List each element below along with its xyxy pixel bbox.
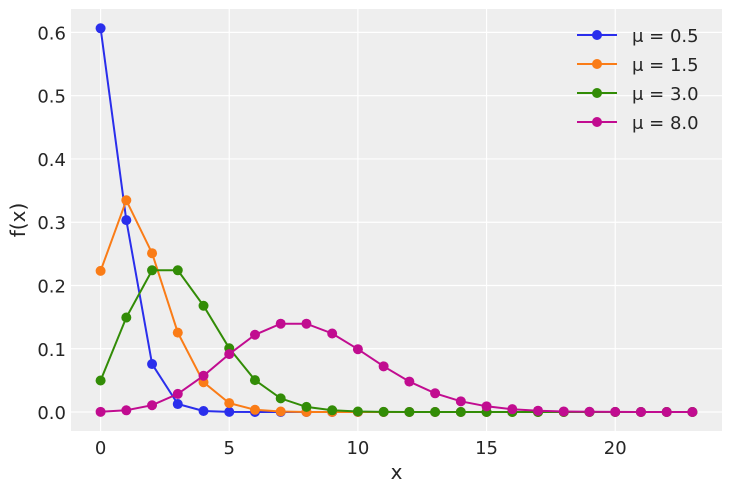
data-point-marker <box>455 407 466 418</box>
data-point-marker <box>147 265 158 276</box>
data-point-marker <box>172 327 183 338</box>
data-point-marker <box>224 398 235 409</box>
data-point-marker <box>610 406 621 417</box>
data-point-marker <box>558 406 569 417</box>
y-tick-label: 0.0 <box>37 403 66 424</box>
data-point-marker <box>249 404 260 415</box>
x-tick-label: 20 <box>604 438 627 459</box>
x-tick-label: 10 <box>346 438 369 459</box>
legend-label: μ = 8.0 <box>632 113 699 134</box>
legend: μ = 0.5 μ = 1.5 μ = 3.0 μ = 8.0 <box>577 26 699 134</box>
data-point-marker <box>327 405 338 416</box>
legend-item: μ = 0.5 <box>577 26 699 47</box>
data-point-marker <box>147 400 158 411</box>
x-tick-label: 0 <box>95 438 106 459</box>
data-point-marker <box>172 265 183 276</box>
legend-label: μ = 1.5 <box>632 55 699 76</box>
data-point-marker <box>584 406 595 417</box>
legend-label: μ = 0.5 <box>632 26 699 47</box>
data-point-marker <box>352 344 363 355</box>
data-point-marker <box>224 349 235 360</box>
series-line <box>95 318 698 418</box>
y-tick-label: 0.6 <box>37 23 66 44</box>
y-axis-ticks: 0.0 0.1 0.2 0.3 0.4 0.5 0.6 <box>37 23 66 424</box>
data-point-marker <box>301 318 312 329</box>
data-point-marker <box>95 265 106 276</box>
data-point-marker <box>661 407 672 418</box>
data-point-marker <box>275 393 286 404</box>
y-tick-label: 0.2 <box>37 276 66 297</box>
legend-marker-icon <box>592 88 602 98</box>
x-axis-ticks: 0 5 10 15 20 <box>95 438 627 459</box>
data-point-marker <box>198 300 209 311</box>
data-point-marker <box>378 406 389 417</box>
data-point-marker <box>687 407 698 418</box>
data-point-marker <box>275 406 286 417</box>
data-point-marker <box>121 195 132 206</box>
legend-marker-icon <box>592 59 602 69</box>
data-point-marker <box>507 404 518 415</box>
legend-item: μ = 1.5 <box>577 55 699 76</box>
data-point-marker <box>198 370 209 381</box>
data-point-marker <box>172 388 183 399</box>
y-tick-label: 0.4 <box>37 150 66 171</box>
plot-area <box>71 9 722 431</box>
data-point-marker <box>198 406 209 417</box>
data-point-marker <box>635 406 646 417</box>
y-tick-label: 0.1 <box>37 340 66 361</box>
legend-label: μ = 3.0 <box>632 84 699 105</box>
data-point-marker <box>404 376 415 387</box>
data-point-marker <box>121 215 132 226</box>
data-point-marker <box>95 375 106 386</box>
data-point-marker <box>249 375 260 386</box>
data-point-marker <box>275 318 286 329</box>
x-tick-label: 5 <box>224 438 235 459</box>
data-point-marker <box>455 396 466 407</box>
legend-marker-icon <box>592 117 602 127</box>
data-point-marker <box>430 407 441 418</box>
data-point-marker <box>481 401 492 412</box>
data-point-marker <box>352 406 363 417</box>
data-point-marker <box>249 329 260 340</box>
data-point-marker <box>224 406 235 417</box>
y-tick-label: 0.3 <box>37 213 66 234</box>
data-point-marker <box>95 406 106 417</box>
data-point-marker <box>301 401 312 412</box>
legend-item: μ = 3.0 <box>577 84 699 105</box>
data-point-marker <box>327 328 338 339</box>
legend-item: μ = 8.0 <box>577 113 699 134</box>
data-point-marker <box>430 388 441 399</box>
data-point-marker <box>147 248 158 259</box>
data-point-marker <box>121 312 132 323</box>
data-point-marker <box>121 405 132 416</box>
data-point-marker <box>95 23 106 34</box>
data-point-marker <box>172 399 183 410</box>
x-axis-label: x <box>391 460 403 484</box>
data-point-marker <box>533 405 544 416</box>
data-point-marker <box>404 406 415 417</box>
y-axis-label: f(x) <box>6 203 30 237</box>
series-group <box>95 23 698 418</box>
x-tick-label: 15 <box>475 438 498 459</box>
y-tick-label: 0.5 <box>37 87 66 108</box>
legend-marker-icon <box>592 30 602 40</box>
data-point-marker <box>147 359 158 370</box>
data-point-marker <box>378 361 389 372</box>
